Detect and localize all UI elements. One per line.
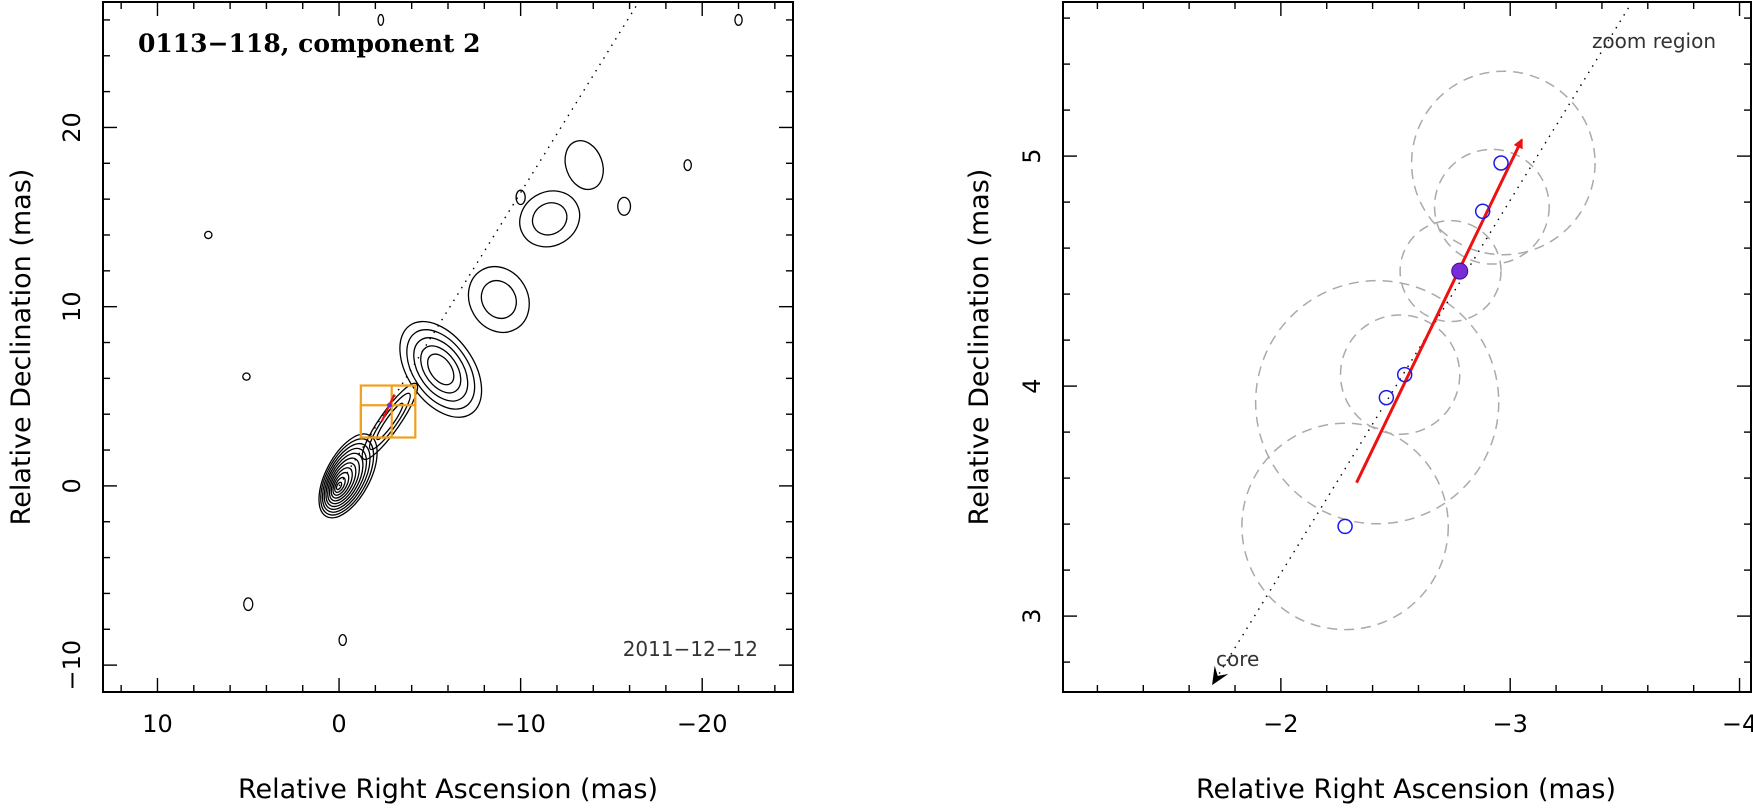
- core-contour: [327, 457, 361, 505]
- emission-contour: [204, 230, 213, 240]
- uncertainty-circle: [1254, 279, 1500, 525]
- core-contour: [325, 452, 364, 508]
- emission-contour: [617, 196, 632, 216]
- left-x-axis-title: Relative Right Ascension (mas): [238, 774, 658, 805]
- emission-contour: [564, 140, 604, 191]
- left-x-tick-label: 0: [331, 710, 346, 738]
- left-axis-ticks: 10 0 −10 −20 −10 0 10 20: [58, 2, 793, 738]
- core-contour: [330, 467, 353, 499]
- motion-vector-arrow: [1355, 138, 1524, 484]
- epoch-label: 2011−12−12: [623, 637, 758, 661]
- core-contour: [328, 462, 357, 502]
- component-position-marker: [387, 402, 393, 408]
- emission-contour: [413, 337, 469, 402]
- right-y-axis-title: Relative Declination (mas): [964, 169, 995, 526]
- emission-contour: [519, 190, 581, 248]
- zoom-box: [359, 404, 393, 439]
- uncertainty-circle: [1241, 422, 1450, 631]
- left-y-tick-label: 10: [58, 291, 86, 322]
- component-position-point: [1396, 366, 1413, 383]
- uncertainty-circle: [1339, 314, 1461, 435]
- emission-contour: [427, 353, 455, 386]
- jet-bridge-contour: [368, 392, 411, 451]
- right-plot-content: [1211, 2, 1633, 686]
- core-contour: [334, 476, 346, 494]
- right-plot-frame: [1062, 1, 1752, 693]
- component-position-point: [1378, 389, 1395, 406]
- right-y-tick-label: 3: [1018, 608, 1046, 623]
- emission-contour: [420, 345, 462, 394]
- zoom-region-label: zoom region: [1592, 29, 1716, 53]
- emission-contour: [480, 279, 517, 320]
- emission-contour: [338, 633, 347, 647]
- core-direction-label: core: [1216, 647, 1259, 671]
- emission-contour: [683, 159, 692, 172]
- uncertainty-circle: [1399, 219, 1502, 323]
- right-y-tick-label: 4: [1018, 378, 1046, 393]
- emission-contour: [531, 202, 568, 236]
- uncertainty-circle: [1433, 148, 1550, 265]
- jet-bridge-contour: [361, 382, 419, 461]
- jet-bridge-contour: [376, 402, 404, 441]
- right-x-axis-title: Relative Right Ascension (mas): [1196, 774, 1616, 805]
- reference-epoch-point: [1451, 262, 1469, 280]
- right-x-tick-label: −3: [1493, 710, 1528, 738]
- left-y-tick-label: −10: [58, 640, 86, 691]
- right-axis-ticks: −2 −3 −4 3 4 5: [1018, 2, 1753, 738]
- right-x-tick-label: −4: [1722, 710, 1753, 738]
- emission-contour: [515, 189, 526, 206]
- left-x-tick-label: 10: [142, 710, 173, 738]
- right-y-tick-label: 5: [1018, 148, 1046, 163]
- emission-contour: [377, 13, 385, 26]
- emission-contour: [734, 13, 743, 26]
- left-panel-title: 0113−118, component 2: [138, 29, 481, 58]
- emission-contour: [243, 597, 254, 612]
- component-position-point: [1474, 203, 1491, 220]
- zoom-box: [390, 384, 417, 407]
- component-motion-arrow: [380, 394, 396, 422]
- core-contour: [332, 471, 350, 496]
- left-y-axis-title: Relative Declination (mas): [6, 169, 37, 526]
- emission-contour: [242, 372, 251, 381]
- left-x-tick-label: −10: [495, 710, 546, 738]
- core-contour: [335, 481, 343, 491]
- left-y-tick-label: 0: [58, 478, 86, 493]
- emission-contour: [399, 320, 483, 418]
- core-direction-arrowhead: [1212, 665, 1229, 686]
- core-contour: [323, 447, 368, 510]
- core-contour: [321, 442, 371, 513]
- uncertainty-circle: [1410, 70, 1596, 256]
- right-x-tick-label: −2: [1263, 710, 1298, 738]
- right-panel-zoom-region: −2 −3 −4 3 4 5 zoom region core Relative Righ…: [964, 1, 1753, 805]
- left-x-tick-label: −20: [677, 710, 728, 738]
- left-plot-content: [204, 2, 743, 647]
- left-plot-frame: [102, 1, 794, 693]
- left-y-tick-label: 20: [58, 112, 86, 143]
- emission-contour: [406, 329, 476, 410]
- component-position-point: [1337, 518, 1353, 535]
- component-position-point: [1493, 155, 1509, 171]
- emission-contour: [467, 265, 530, 334]
